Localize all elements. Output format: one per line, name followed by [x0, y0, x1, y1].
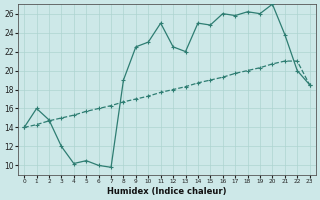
X-axis label: Humidex (Indice chaleur): Humidex (Indice chaleur) [107, 187, 227, 196]
